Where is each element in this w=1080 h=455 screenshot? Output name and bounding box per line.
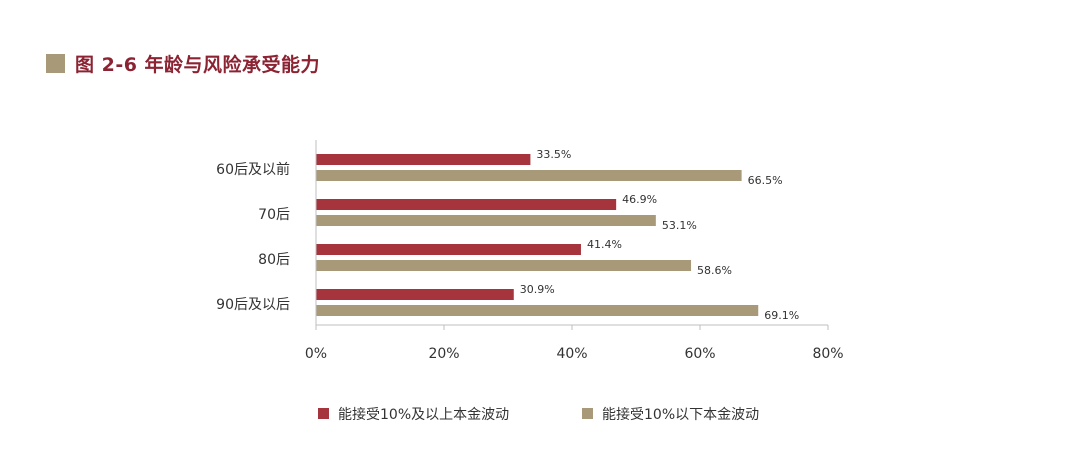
bar-below-10pct — [316, 305, 759, 316]
category-label: 90后及以后 — [216, 297, 290, 313]
x-tick-label: 40% — [556, 346, 587, 362]
data-label: 66.5% — [748, 174, 783, 187]
data-label: 46.9% — [622, 193, 657, 206]
legend-label: 能接受10%以下本金波动 — [602, 406, 759, 423]
x-tick-label: 0% — [305, 346, 327, 362]
bar-above-10pct — [316, 244, 581, 255]
data-label: 41.4% — [587, 238, 622, 251]
category-label: 80后 — [258, 252, 290, 268]
bar-above-10pct — [316, 289, 514, 300]
title-square-marker — [46, 53, 65, 73]
data-label: 53.1% — [662, 219, 697, 232]
bar-below-10pct — [316, 215, 656, 226]
data-label: 30.9% — [520, 283, 555, 296]
category-label: 70后 — [258, 207, 290, 223]
figure-title: 图 2-6 年龄与风险承受能力 — [46, 48, 320, 78]
bar-below-10pct — [316, 260, 692, 271]
legend-label: 能接受10%及以上本金波动 — [338, 406, 509, 423]
legend-swatch — [582, 408, 593, 419]
x-tick-label: 60% — [684, 346, 715, 362]
bar-below-10pct — [316, 170, 742, 181]
data-label: 33.5% — [536, 148, 571, 161]
data-label: 58.6% — [697, 264, 732, 277]
x-tick-label: 80% — [812, 346, 843, 362]
bar-above-10pct — [316, 199, 617, 210]
chart-title: 图 2-6 年龄与风险承受能力 — [75, 53, 321, 76]
x-tick-label: 20% — [428, 346, 459, 362]
bar-above-10pct — [316, 154, 531, 165]
legend-swatch — [318, 408, 329, 419]
data-label: 69.1% — [764, 309, 799, 322]
category-label: 60后及以前 — [216, 161, 290, 178]
